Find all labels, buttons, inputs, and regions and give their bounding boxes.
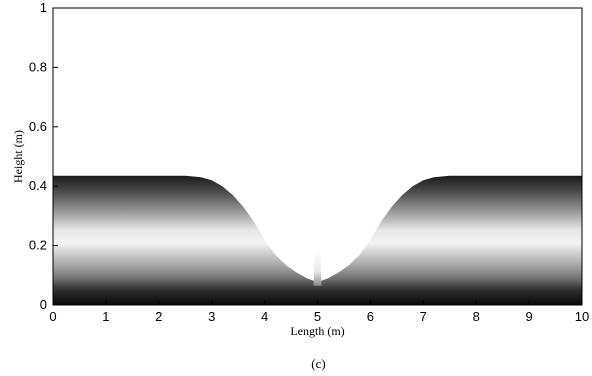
- x-tick-label: 9: [525, 309, 532, 324]
- y-tick-label: 0.2: [29, 238, 47, 253]
- y-tick-label: 1: [40, 0, 47, 15]
- fluid-region: [53, 175, 582, 305]
- y-axis-ticks: 0 0.2 0.4 0.6 0.8 1: [29, 0, 58, 312]
- x-tick-label: 1: [102, 309, 109, 324]
- y-tick-label: 0.8: [29, 59, 47, 74]
- x-tick-label: 6: [367, 309, 374, 324]
- x-tick-label: 4: [261, 309, 268, 324]
- x-tick-label: 3: [208, 309, 215, 324]
- center-spike: [313, 250, 322, 286]
- y-tick-label: 0.6: [29, 119, 47, 134]
- x-axis-label: Length (m): [290, 324, 344, 338]
- x-axis-ticks: 0 1 2 3 4 5 6 7 8 9 10: [49, 300, 589, 324]
- x-tick-label: 2: [155, 309, 162, 324]
- x-tick-label: 5: [314, 309, 321, 324]
- figure-caption: (c): [311, 356, 325, 371]
- x-tick-label: 0: [49, 309, 56, 324]
- y-axis-label: Height (m): [11, 130, 25, 183]
- x-tick-label: 7: [420, 309, 427, 324]
- x-tick-label: 8: [473, 309, 480, 324]
- y-tick-label: 0: [40, 297, 47, 312]
- y-tick-label: 0.4: [29, 178, 47, 193]
- x-tick-label: 10: [575, 309, 589, 324]
